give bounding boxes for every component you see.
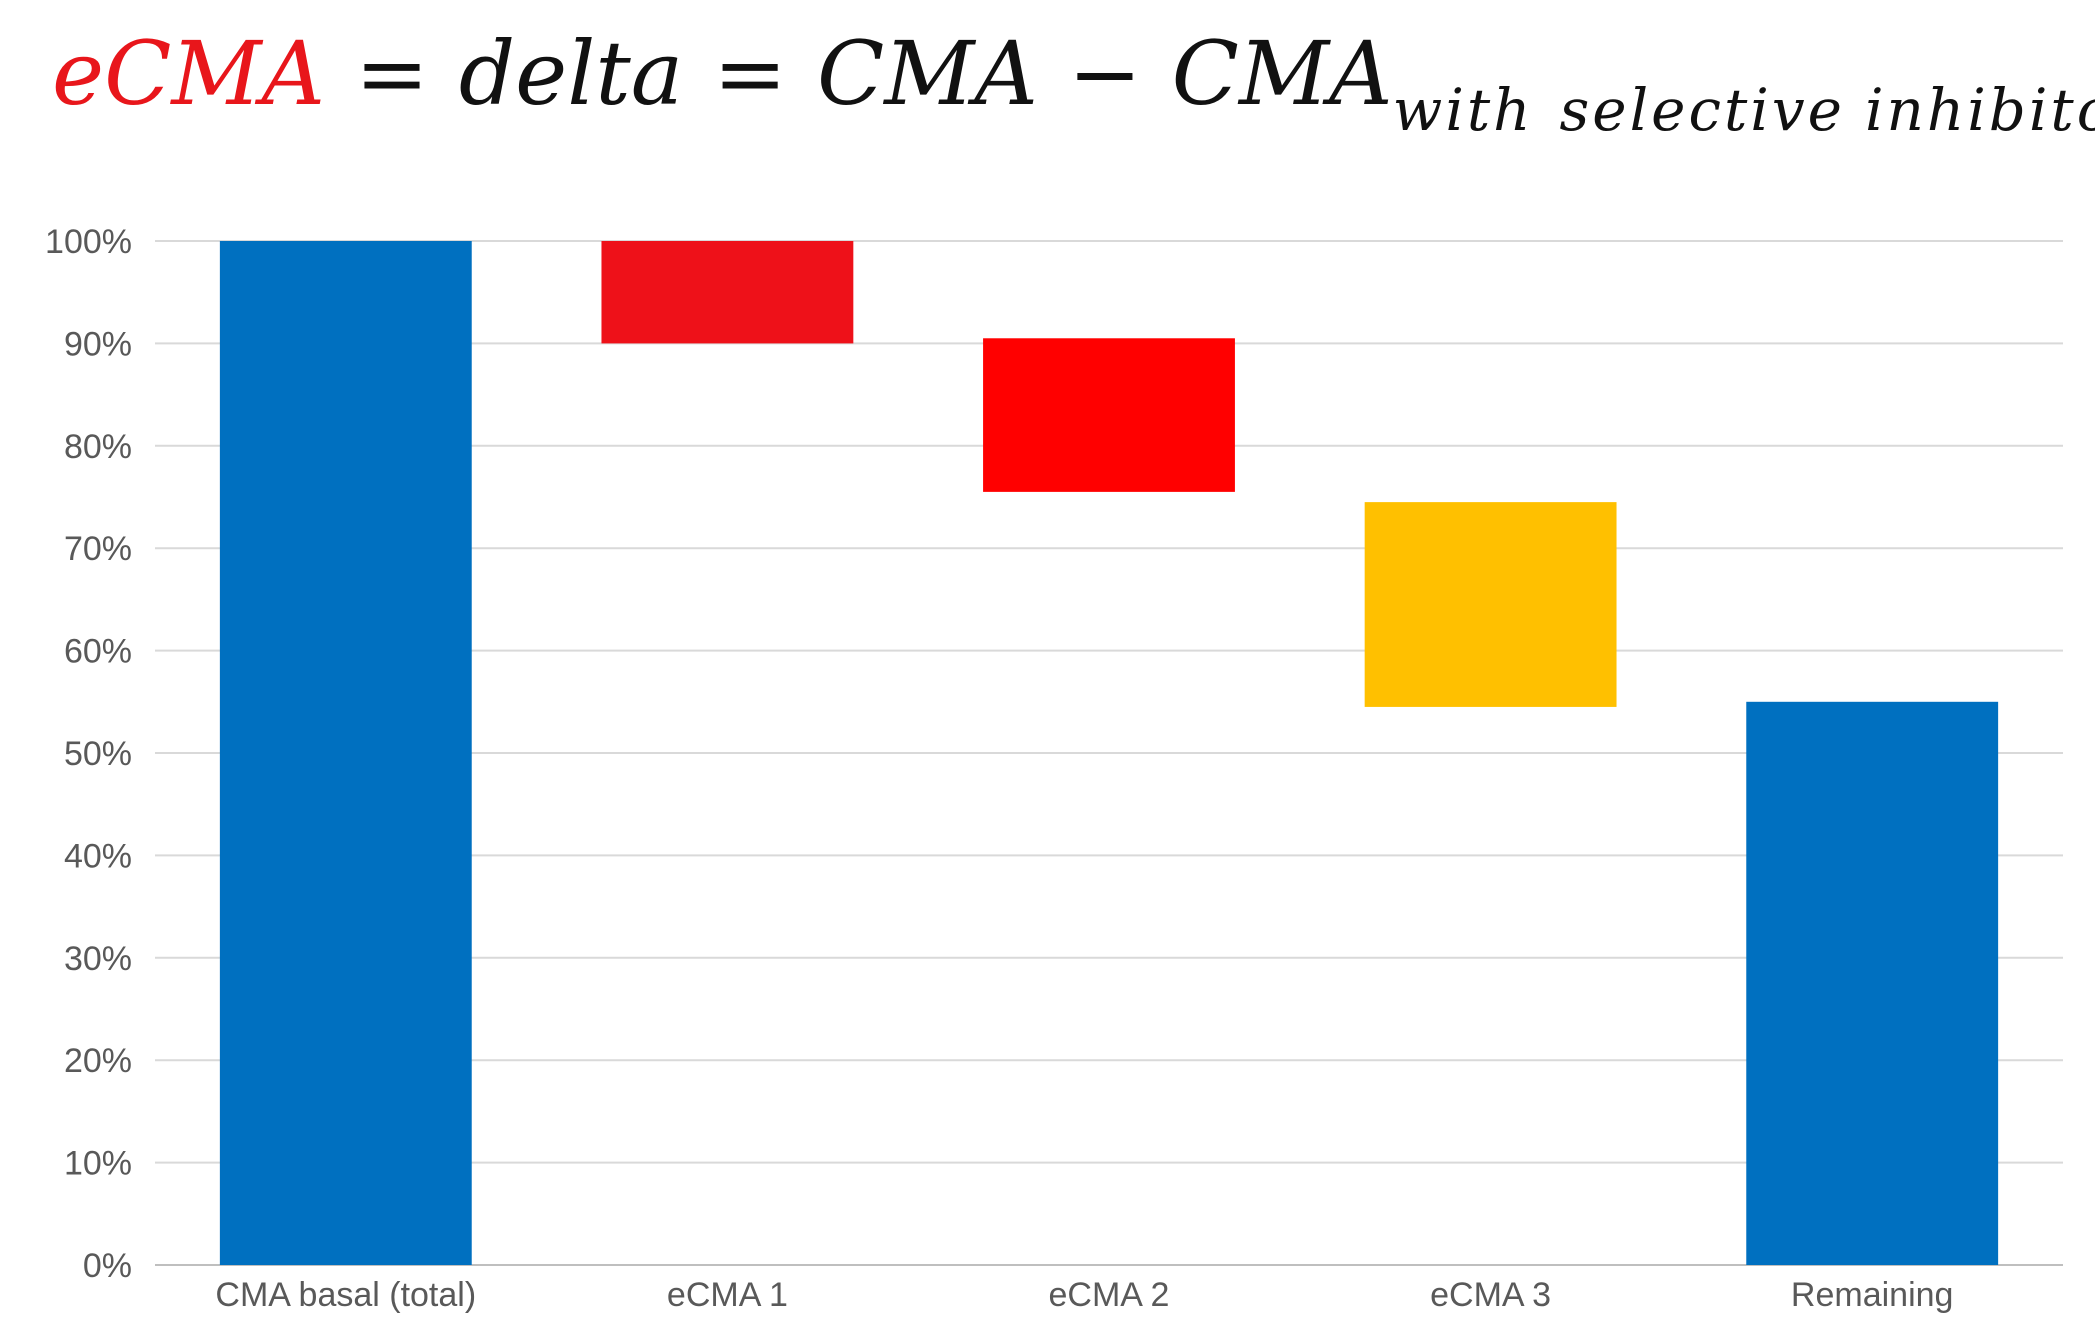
bar-ecma-2 xyxy=(983,338,1235,492)
formula-equals-2: = xyxy=(713,22,787,125)
y-tick-label: 90% xyxy=(64,325,132,363)
y-tick-label: 40% xyxy=(64,837,132,875)
y-tick-label: 60% xyxy=(64,633,132,671)
bar-cma-basal-total xyxy=(219,241,472,1265)
bar-ecma-1 xyxy=(601,241,854,344)
bars xyxy=(219,241,1999,1265)
y-tick-label: 50% xyxy=(64,735,132,773)
formula-ecma: eCMA xyxy=(52,22,326,125)
formula-sub-selective: selective xyxy=(1559,76,1845,144)
y-tick-label: 80% xyxy=(64,428,132,466)
formula-sub-with: with xyxy=(1392,76,1534,144)
y-tick-label: 10% xyxy=(64,1145,132,1183)
formula-title: eCMA=delta=CMA−CMAwithselectiveinhibitor xyxy=(52,14,2095,170)
formula-equals-1: = xyxy=(355,22,429,125)
x-category-label: eCMA 1 xyxy=(667,1276,788,1314)
bar-ecma-3 xyxy=(1364,502,1617,707)
y-axis-ticks: 0% 10% 20% 30% 40% 50% 60% 70% 80% 90% 100% xyxy=(45,223,132,1285)
x-category-label: Remaining xyxy=(1791,1276,1954,1314)
formula-cma: CMA xyxy=(816,22,1038,125)
bar-remaining xyxy=(1746,701,1999,1265)
formula-subscript: with selective inhibitor xyxy=(1393,76,2095,144)
y-tick-label: 100% xyxy=(45,223,132,261)
gridlines xyxy=(155,240,2063,1266)
formula-cma-2: CMA xyxy=(1171,22,1393,125)
formula-sub-inhibitor: inhibitor xyxy=(1864,76,2095,144)
formula-minus: − xyxy=(1067,22,1142,125)
y-tick-label: 30% xyxy=(64,940,132,978)
y-tick-label: 20% xyxy=(64,1042,132,1080)
y-tick-label: 0% xyxy=(83,1247,132,1285)
x-category-label: eCMA 2 xyxy=(1049,1276,1170,1314)
x-axis-labels: CMA basal (total) eCMA 1 eCMA 2 eCMA 3 Remai… xyxy=(215,1276,1953,1314)
y-tick-label: 70% xyxy=(64,530,132,568)
x-category-label: CMA basal (total) xyxy=(215,1276,476,1314)
formula-delta: delta xyxy=(458,22,684,125)
x-category-label: eCMA 3 xyxy=(1430,1276,1551,1314)
